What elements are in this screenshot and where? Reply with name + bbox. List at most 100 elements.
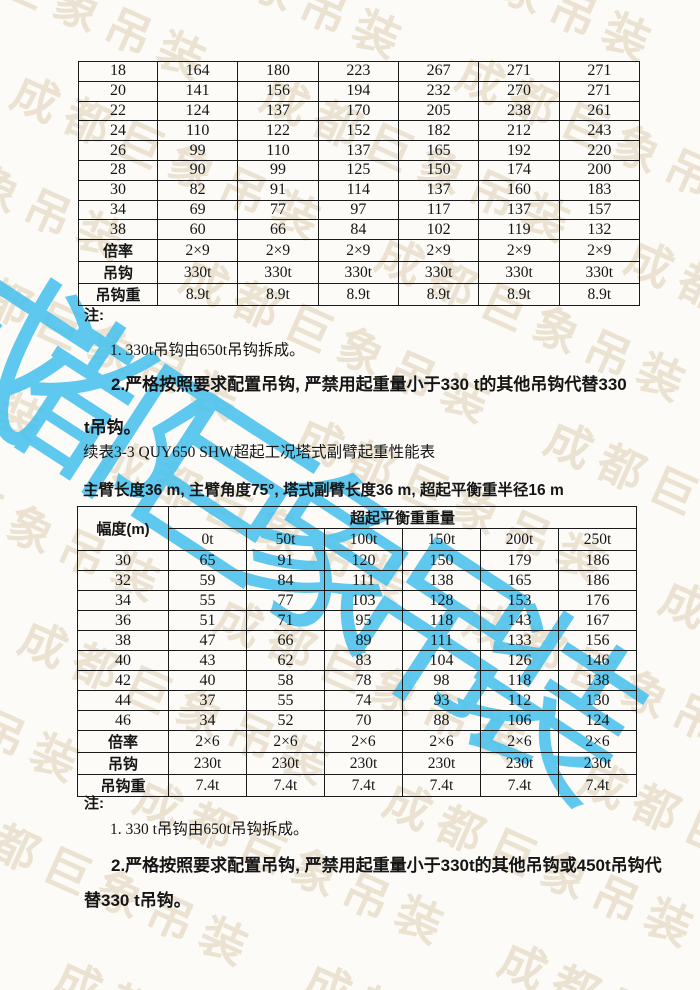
capacity-value-cell: 164 (156, 61, 239, 82)
capacity-value-cell: 133 (480, 630, 559, 651)
radius-label-cell: 38 (78, 219, 158, 241)
table-row: 36 51 71 95 118 143 167 (77, 610, 637, 631)
tower-jib-capacity-table: 幅度(m) 超起平衡重重量 0t 50t 100t 150t 200t 250t 30 65 91 1… (77, 506, 637, 797)
capacity-value-cell: 90 (156, 159, 239, 181)
footer-value-cell: 7.4t (324, 774, 403, 797)
footer-value-cell: 330t (317, 261, 399, 285)
footer-value-cell: 330t (478, 261, 560, 285)
capacity-value-cell: 66 (237, 219, 319, 241)
table-row: 30 82 91 114 137 160 183 (78, 179, 641, 201)
notes1-item1: 1. 330t吊钩由650t吊钩拆成。 (110, 342, 305, 359)
footer-value-cell: 2×6 (402, 730, 481, 753)
table-row: 38 60 66 84 102 119 132 (78, 219, 641, 241)
corner-header-cell: 幅度(m) (77, 506, 169, 551)
capacity-value-cell: 156 (237, 80, 319, 102)
capacity-value-cell: 150 (402, 550, 481, 571)
capacity-value-cell: 83 (324, 650, 403, 671)
capacity-value-cell: 99 (156, 140, 239, 161)
capacity-value-cell: 103 (324, 590, 403, 611)
capacity-value-cell: 55 (246, 690, 325, 711)
footer-value-cell: 2×9 (156, 239, 239, 263)
boom-configuration-spec: 主臂长度36 m, 主臂角度75°, 塔式副臂长度36 m, 超起平衡重半径16… (83, 482, 564, 499)
capacity-value-cell: 271 (558, 80, 641, 102)
capacity-value-cell: 95 (324, 610, 403, 631)
radius-label-cell: 34 (77, 590, 169, 611)
capacity-value-cell: 71 (246, 610, 325, 631)
column-header-cell: 200t (480, 528, 559, 551)
footer-value-cell: 7.4t (246, 774, 325, 797)
table-row: 34 69 77 97 117 137 157 (78, 199, 641, 221)
capacity-value-cell: 183 (558, 179, 641, 201)
capacity-value-cell: 106 (480, 710, 559, 731)
footer-value-cell: 2×6 (168, 730, 247, 753)
capacity-value-cell: 104 (402, 650, 481, 671)
capacity-value-cell: 270 (478, 80, 560, 102)
footer-label-cell: 倍率 (78, 239, 158, 263)
capacity-value-cell: 137 (237, 100, 319, 122)
capacity-value-cell: 124 (156, 100, 239, 122)
capacity-value-cell: 165 (397, 140, 480, 161)
notes1-item2-line1: 2.严格按照要求配置吊钩, 严禁用起重量小于330 t的其他吊钩代替330 (111, 375, 627, 394)
radius-label-cell: 42 (77, 670, 169, 691)
footer-value-cell: 2×6 (324, 730, 403, 753)
footer-value-cell: 7.4t (402, 774, 481, 797)
footer-value-cell: 2×6 (558, 730, 637, 753)
capacity-value-cell: 84 (317, 219, 399, 241)
table-row: 44 37 55 74 93 112 130 (77, 690, 637, 711)
capacity-value-cell: 267 (397, 61, 480, 82)
capacity-value-cell: 170 (317, 100, 399, 122)
column-header-cell: 100t (324, 528, 403, 551)
capacity-value-cell: 117 (397, 199, 480, 221)
footer-value-cell: 8.9t (397, 283, 480, 307)
capacity-value-cell: 192 (478, 140, 560, 161)
table-footer-row: 倍率 2×6 2×6 2×6 2×6 2×6 2×6 (77, 730, 637, 753)
capacity-value-cell: 118 (402, 610, 481, 631)
footer-value-cell: 2×6 (246, 730, 325, 753)
main-boom-capacity-table: 18 164 180 223 267 271 271 20 141 156 194 232 270 271… (78, 61, 641, 307)
capacity-value-cell: 99 (237, 159, 319, 181)
capacity-value-cell: 55 (168, 590, 247, 611)
capacity-value-cell: 78 (324, 670, 403, 691)
capacity-value-cell: 125 (317, 159, 399, 181)
table-row: 32 59 84 111 138 165 186 (77, 570, 637, 591)
capacity-value-cell: 174 (478, 159, 560, 181)
capacity-value-cell: 69 (156, 199, 239, 221)
capacity-value-cell: 47 (168, 630, 247, 651)
capacity-value-cell: 141 (156, 80, 239, 102)
capacity-value-cell: 143 (480, 610, 559, 631)
capacity-value-cell: 102 (397, 219, 480, 241)
capacity-value-cell: 126 (480, 650, 559, 671)
capacity-value-cell: 97 (317, 199, 399, 221)
capacity-value-cell: 119 (478, 219, 560, 241)
footer-label-cell: 吊钩 (78, 261, 158, 285)
capacity-value-cell: 138 (558, 670, 637, 691)
table-footer-row: 吊钩 330t 330t 330t 330t 330t 330t (78, 261, 641, 285)
capacity-value-cell: 84 (246, 570, 325, 591)
capacity-value-cell: 132 (558, 219, 641, 241)
capacity-value-cell: 60 (156, 219, 239, 241)
capacity-value-cell: 179 (480, 550, 559, 571)
footer-value-cell: 2×9 (317, 239, 399, 263)
radius-label-cell: 34 (78, 199, 158, 221)
table-footer-row: 吊钩重 7.4t 7.4t 7.4t 7.4t 7.4t 7.4t (77, 774, 637, 797)
capacity-value-cell: 243 (558, 120, 641, 142)
table-row: 38 47 66 89 111 133 156 (77, 630, 637, 651)
table-footer-row: 吊钩重 8.9t 8.9t 8.9t 8.9t 8.9t 8.9t (78, 283, 641, 307)
capacity-value-cell: 261 (558, 100, 641, 122)
table-row: 28 90 99 125 150 174 200 (78, 159, 641, 181)
table-footer-row: 吊钩 230t 230t 230t 230t 230t 230t (77, 752, 637, 775)
notes2-item2-line1: 2.严格按照要求配置吊钩, 严禁用起重量小于330t的其他吊钩或450t吊钩代 (111, 856, 662, 875)
capacity-value-cell: 91 (237, 179, 319, 201)
footer-value-cell: 230t (402, 752, 481, 775)
radius-label-cell: 22 (78, 100, 158, 122)
footer-value-cell: 230t (168, 752, 247, 775)
capacity-value-cell: 271 (478, 61, 560, 82)
column-header-cell: 250t (558, 528, 637, 551)
footer-value-cell: 230t (480, 752, 559, 775)
footer-value-cell: 7.4t (480, 774, 559, 797)
capacity-value-cell: 43 (168, 650, 247, 671)
footer-value-cell: 8.9t (558, 283, 641, 307)
radius-label-cell: 18 (78, 61, 158, 82)
capacity-value-cell: 182 (397, 120, 480, 142)
footer-value-cell: 8.9t (156, 283, 239, 307)
